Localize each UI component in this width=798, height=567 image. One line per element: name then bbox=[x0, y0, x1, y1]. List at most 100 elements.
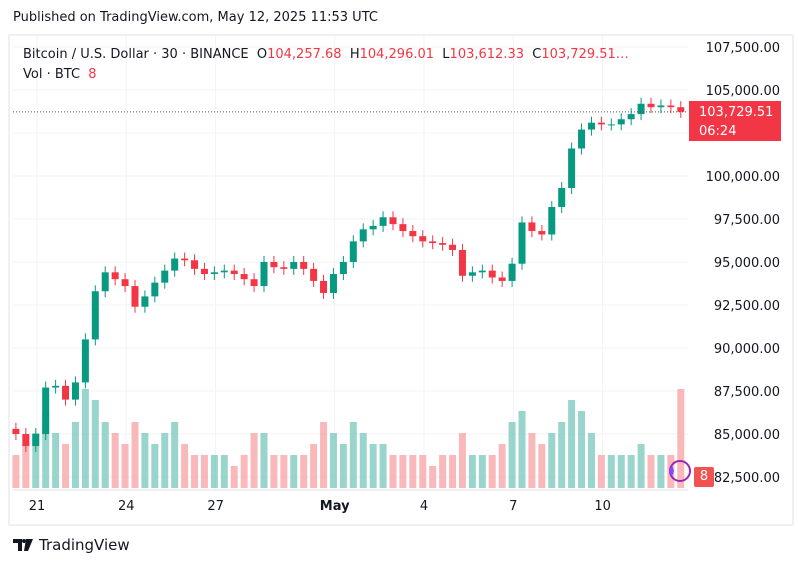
volume-bar bbox=[498, 444, 506, 488]
candle bbox=[32, 434, 40, 447]
volume-bar bbox=[587, 433, 595, 488]
volume-bar bbox=[409, 455, 417, 488]
candle bbox=[409, 231, 417, 237]
volume-bar bbox=[240, 455, 248, 488]
volume-bar bbox=[42, 411, 50, 488]
volume-bar bbox=[320, 422, 328, 488]
volume-bar bbox=[429, 466, 437, 488]
volume-bar bbox=[250, 433, 258, 488]
candle bbox=[607, 124, 615, 126]
candle bbox=[191, 260, 199, 269]
volume-bar bbox=[339, 444, 347, 488]
published-caption: Published on TradingView.com, May 12, 20… bbox=[13, 10, 378, 25]
volume-bar bbox=[449, 455, 457, 488]
volume-bar bbox=[91, 400, 99, 488]
x-tick-label: 10 bbox=[594, 499, 611, 514]
candle bbox=[478, 270, 486, 273]
volume-bar bbox=[468, 455, 476, 488]
volume-bar bbox=[101, 422, 109, 488]
volume-bar bbox=[329, 433, 337, 488]
tradingview-logo[interactable]: TradingView bbox=[13, 536, 130, 554]
candle bbox=[349, 241, 357, 262]
candle bbox=[220, 270, 228, 273]
candle bbox=[12, 428, 20, 434]
volume-bar bbox=[488, 455, 496, 488]
candle bbox=[647, 103, 655, 108]
x-tick-label: 24 bbox=[118, 499, 135, 514]
candle bbox=[369, 225, 377, 230]
close-label: C bbox=[532, 47, 542, 62]
chart-legend: Bitcoin / U.S. Dollar · 30 · BINANCE O10… bbox=[23, 45, 629, 85]
volume-bar bbox=[349, 422, 357, 488]
candle bbox=[310, 268, 318, 281]
candle bbox=[22, 434, 30, 447]
candle bbox=[468, 272, 476, 276]
volume-bar bbox=[22, 444, 30, 488]
volume-bar bbox=[220, 455, 228, 488]
low-label: L bbox=[442, 47, 450, 62]
candle bbox=[538, 231, 546, 235]
tradingview-logo-icon bbox=[13, 539, 33, 551]
candle bbox=[101, 272, 109, 292]
candle bbox=[508, 263, 516, 281]
candle bbox=[161, 270, 169, 283]
candle bbox=[270, 262, 278, 268]
volume-bar bbox=[478, 455, 486, 488]
candle bbox=[91, 291, 99, 340]
candle bbox=[429, 241, 437, 244]
volume-bar bbox=[617, 455, 625, 488]
candle bbox=[339, 262, 347, 275]
last-price: 103,729.51 bbox=[699, 105, 774, 120]
last-price-tag: 103,729.51 06:24 bbox=[689, 101, 781, 141]
candle bbox=[141, 296, 149, 307]
volume-bar bbox=[62, 444, 70, 488]
candle bbox=[111, 272, 119, 280]
candle bbox=[320, 280, 328, 293]
candle bbox=[587, 122, 595, 130]
candle bbox=[667, 105, 675, 108]
volume-bar bbox=[12, 455, 20, 488]
open-label: O bbox=[256, 47, 268, 62]
volume-bar bbox=[141, 433, 149, 488]
volume-bar bbox=[647, 455, 655, 488]
candle bbox=[617, 119, 625, 125]
candle bbox=[359, 229, 367, 242]
candle bbox=[62, 385, 70, 400]
x-tick-label: May bbox=[320, 499, 350, 514]
candle bbox=[379, 217, 387, 226]
candlestick-chart[interactable]: 107,500.00 105,000.00 100,000.00 97,500.00 9… bbox=[0, 0, 798, 530]
candle bbox=[240, 274, 248, 280]
close-value: 103,729.51… bbox=[541, 47, 629, 62]
volume-bar bbox=[71, 422, 79, 488]
volume-bar bbox=[538, 444, 546, 488]
volume-bar bbox=[607, 455, 615, 488]
volume-value: 8 bbox=[88, 67, 97, 82]
candle bbox=[568, 148, 576, 189]
y-tick-label: 97,500.00 bbox=[714, 213, 780, 228]
volume-bar bbox=[439, 455, 447, 488]
candle bbox=[498, 277, 506, 281]
candle bbox=[131, 286, 139, 307]
candle bbox=[548, 206, 556, 235]
volume-bar bbox=[677, 389, 685, 488]
volume-bar bbox=[657, 455, 665, 488]
candle bbox=[300, 262, 308, 269]
candle bbox=[200, 268, 208, 275]
candle bbox=[439, 243, 447, 245]
volume-bar bbox=[310, 444, 318, 488]
volume-bar bbox=[181, 444, 189, 488]
volume-bar bbox=[508, 422, 516, 488]
volume-bar bbox=[627, 455, 635, 488]
y-tick-label: 100,000.00 bbox=[706, 170, 780, 185]
volume-tag: 8 bbox=[694, 467, 714, 487]
candle bbox=[528, 222, 536, 232]
volume-bar bbox=[210, 455, 218, 488]
candle bbox=[518, 222, 526, 264]
x-tick-label: 27 bbox=[207, 499, 224, 514]
candle bbox=[52, 385, 60, 388]
candle bbox=[558, 188, 566, 207]
candle bbox=[210, 272, 218, 275]
x-tick-label: 7 bbox=[509, 499, 517, 514]
chart-panel[interactable] bbox=[8, 34, 794, 526]
y-tick-label: 105,000.00 bbox=[706, 84, 780, 99]
